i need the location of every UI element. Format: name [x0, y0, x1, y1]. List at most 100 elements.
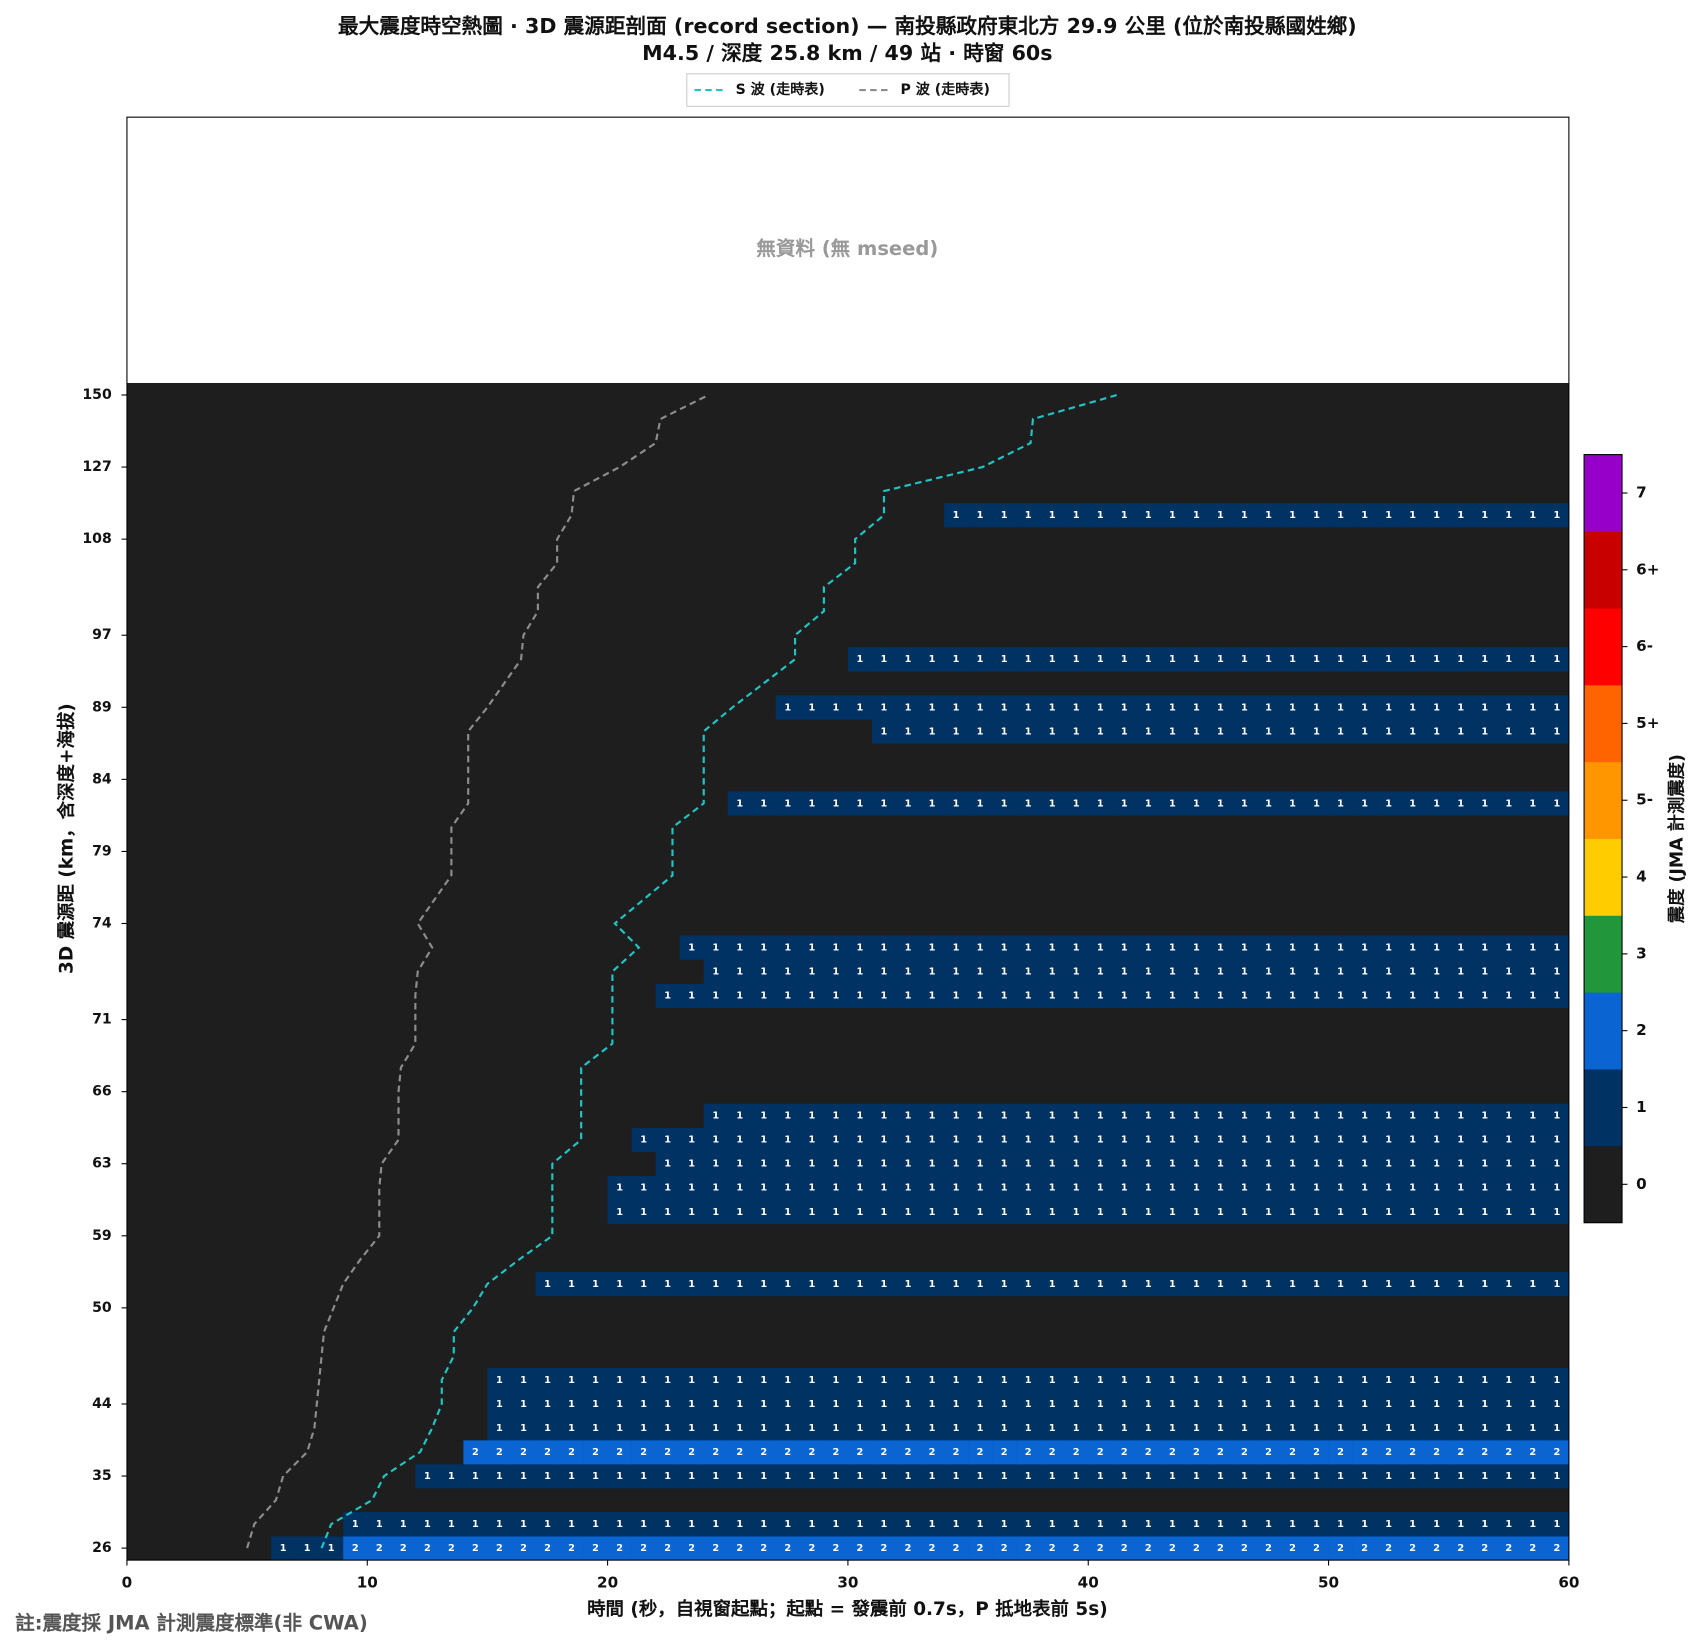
- heat-cell: [1544, 503, 1570, 528]
- heat-cell: [679, 503, 705, 528]
- heat-cell: [1304, 1367, 1329, 1393]
- heat-cell: [1016, 1536, 1041, 1561]
- heat-cell: [703, 1103, 729, 1129]
- cell-label: 1: [977, 1279, 984, 1290]
- cell-label: 1: [616, 1519, 623, 1530]
- heat-cell: [1040, 791, 1065, 816]
- cell-label: 2: [1409, 1543, 1416, 1554]
- heat-cell: [1304, 1391, 1329, 1417]
- cell-label: 1: [688, 1423, 695, 1434]
- cell-label: 2: [1385, 1447, 1392, 1458]
- heat-cell: [1232, 1440, 1257, 1465]
- heat-cell: [1136, 647, 1161, 672]
- cell-label: 1: [1049, 798, 1056, 809]
- heat-cell: [1016, 935, 1041, 960]
- heat-cell: [415, 1103, 440, 1129]
- cell-label: 1: [953, 1159, 960, 1170]
- cell-label: 1: [1001, 1183, 1008, 1194]
- heat-cell: [992, 1127, 1017, 1153]
- cell-label: 1: [1169, 991, 1176, 1002]
- heat-cell: [1232, 1391, 1257, 1417]
- heat-cell: [1208, 1391, 1233, 1417]
- heat-cell: [1040, 1536, 1065, 1561]
- cell-label: 2: [496, 1543, 503, 1554]
- heat-cell: [535, 1464, 560, 1489]
- heat-cell: [463, 647, 488, 672]
- heat-cell: [1064, 1199, 1089, 1225]
- cell-label: 1: [1553, 1183, 1560, 1194]
- cell-label: 1: [1025, 1183, 1032, 1194]
- heat-cell: [271, 1199, 296, 1225]
- heat-cell: [1424, 959, 1450, 984]
- heat-cell: [1112, 1175, 1137, 1201]
- cell-label: 2: [905, 1447, 912, 1458]
- heat-cell: [968, 983, 993, 1008]
- heat-cell: [992, 935, 1017, 960]
- heat-cell: [367, 1271, 392, 1297]
- cell-label: 1: [1529, 702, 1536, 713]
- cell-label: 2: [1265, 1447, 1272, 1458]
- heat-cell: [847, 1103, 873, 1129]
- cell-label: 1: [424, 1519, 431, 1530]
- heat-cell: [607, 1464, 632, 1489]
- cell-label: 1: [1169, 1183, 1176, 1194]
- heat-cell: [1520, 647, 1546, 672]
- heat-cell: [655, 1199, 681, 1225]
- heat-cell: [271, 959, 296, 984]
- cell-label: 2: [857, 1543, 864, 1554]
- cell-label: 1: [688, 1183, 695, 1194]
- cell-label: 1: [929, 1111, 936, 1122]
- cell-label: 1: [1217, 943, 1224, 954]
- cell-label: 1: [1121, 1135, 1128, 1146]
- heat-cell: [1208, 1536, 1233, 1561]
- heat-cell: [944, 1536, 969, 1561]
- cell-label: 1: [1097, 510, 1104, 521]
- heat-cell: [271, 1391, 296, 1417]
- cell-label: 1: [1073, 967, 1080, 978]
- heat-cell: [727, 1103, 753, 1129]
- heat-cell: [1256, 1464, 1281, 1489]
- heat-cell: [655, 791, 681, 816]
- heat-cell: [150, 1103, 176, 1129]
- heat-cell: [679, 1127, 705, 1153]
- heat-cell: [1424, 983, 1450, 1008]
- cell-label: 1: [1169, 967, 1176, 978]
- heat-cell: [511, 1199, 536, 1225]
- cell-label: 1: [1025, 1375, 1032, 1386]
- heat-cell: [1496, 1175, 1522, 1201]
- heat-cell: [799, 1415, 825, 1441]
- heat-cell: [1184, 1367, 1209, 1393]
- heat-cell: [1016, 1391, 1041, 1417]
- heat-cell: [607, 1512, 632, 1537]
- heat-cell: [247, 1464, 272, 1489]
- heat-cell: [199, 1391, 224, 1417]
- heat-cell: [1376, 1536, 1401, 1561]
- heat-cell: [1352, 791, 1377, 816]
- heat-cell: [1448, 503, 1474, 528]
- cell-label: 1: [1433, 798, 1440, 809]
- cell-label: 1: [1553, 943, 1560, 954]
- heat-cell: [126, 935, 152, 960]
- heat-cell: [1448, 647, 1474, 672]
- heat-cell: [511, 1464, 536, 1489]
- heat-cell: [1112, 1512, 1137, 1537]
- heat-cell: [223, 719, 248, 744]
- cell-label: 1: [1217, 1111, 1224, 1122]
- heat-cell: [1208, 959, 1233, 984]
- heat-cell: [415, 1271, 440, 1297]
- cell-label: 1: [1361, 1183, 1368, 1194]
- cell-label: 1: [1385, 1159, 1392, 1170]
- heat-cell: [199, 1151, 224, 1177]
- cell-label: 1: [1457, 1399, 1464, 1410]
- heat-cell: [199, 695, 224, 720]
- heat-cell: [1088, 1536, 1113, 1561]
- y-tick-label: 84: [92, 771, 112, 787]
- cell-label: 1: [1193, 1471, 1200, 1482]
- heat-cell: [679, 719, 705, 744]
- cell-label: 2: [1145, 1447, 1152, 1458]
- cell-label: 2: [640, 1543, 647, 1554]
- heat-cell: [1088, 1103, 1113, 1129]
- heat-cell: [367, 1127, 392, 1153]
- cell-label: 1: [1001, 1111, 1008, 1122]
- heat-cell: [439, 1271, 464, 1297]
